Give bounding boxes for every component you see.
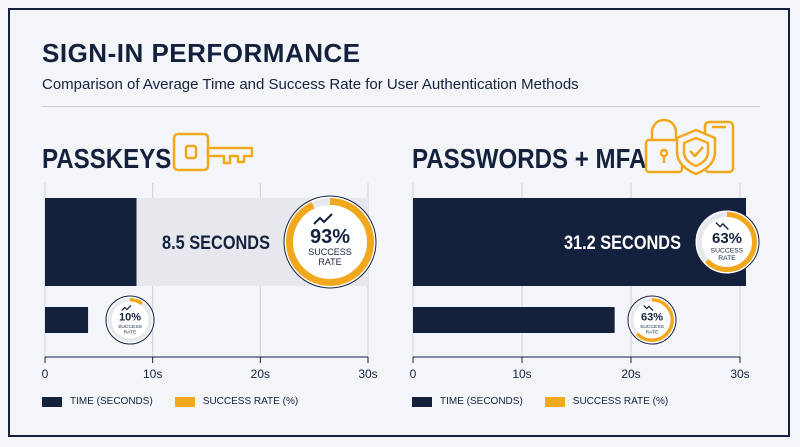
success-rate-caption: RATE	[646, 330, 660, 336]
legend-passwords-mfa: TIME (SECONDS) SUCCESS RATE (%)	[412, 396, 690, 407]
legend-label-success: SUCCESS RATE (%)	[202, 396, 299, 407]
success-rate-value: 63%	[712, 230, 742, 247]
time-bar	[45, 307, 89, 333]
x-tick-label: 10s	[143, 367, 162, 381]
legend-item-success: SUCCESS RATE (%)	[174, 396, 299, 407]
success-rate-value: 93%	[310, 226, 350, 248]
x-tick-label: 10s	[512, 367, 531, 381]
trend-down-icon	[643, 304, 654, 312]
success-badge-circle	[627, 295, 677, 345]
legend-swatch-time	[42, 396, 62, 407]
page-subtitle: Comparison of Average Time and Success R…	[42, 76, 579, 93]
success-badge-circle	[105, 295, 155, 345]
time-bar	[45, 198, 137, 286]
x-tick-label: 30s	[730, 367, 749, 381]
success-rate-caption: SUCCESS	[118, 324, 143, 330]
x-tick-label: 0	[42, 367, 49, 381]
trend-up-icon	[121, 304, 132, 312]
legend-item-time: TIME (SECONDS)	[412, 396, 523, 407]
success-ring-fill	[108, 298, 152, 342]
success-rate-value: 63%	[641, 312, 663, 324]
legend-item-success: SUCCESS RATE (%)	[544, 396, 669, 407]
page-title: SIGN-IN PERFORMANCE	[42, 38, 361, 68]
trend-up-icon	[313, 213, 333, 225]
success-ring-fill	[286, 198, 374, 286]
success-ring-fill	[630, 298, 674, 342]
panel-title-passkeys: PASSKEYS	[42, 143, 172, 174]
success-badge-circle	[283, 195, 377, 289]
success-rate-caption: RATE	[318, 257, 341, 267]
x-tick-label: 0	[410, 367, 417, 381]
legend-label-success: SUCCESS RATE (%)	[572, 396, 669, 407]
success-rate-value: 10%	[119, 312, 141, 324]
time-value-label: 8.5 SECONDS	[162, 232, 270, 253]
time-value-label: 31.2 SECONDS	[564, 232, 681, 253]
header-divider	[42, 106, 760, 107]
key-icon	[172, 132, 254, 172]
success-badge-circle	[694, 209, 760, 275]
legend-swatch-success	[544, 396, 565, 407]
x-tick-label: 20s	[251, 367, 270, 381]
legend-swatch-time	[412, 396, 432, 407]
legend-item-time: TIME (SECONDS)	[42, 396, 153, 407]
legend-label-time: TIME (SECONDS)	[440, 396, 523, 407]
success-rate-caption: SUCCESS	[711, 247, 744, 254]
x-tick-label: 20s	[621, 367, 640, 381]
time-bar	[413, 307, 615, 333]
lock-shield-phone-icon	[644, 118, 735, 176]
success-rate-caption: RATE	[124, 330, 138, 336]
success-ring-fill	[697, 212, 757, 272]
success-rate-caption: SUCCESS	[640, 324, 665, 330]
trend-down-icon	[715, 222, 729, 230]
success-rate-caption: SUCCESS	[308, 247, 352, 257]
legend-swatch-success	[174, 396, 195, 407]
x-tick-label: 30s	[358, 367, 377, 381]
legend-label-time: TIME (SECONDS)	[70, 396, 153, 407]
panel-title-passwords-mfa: PASSWORDS + MFA	[412, 143, 647, 174]
legend-passkeys: TIME (SECONDS) SUCCESS RATE (%)	[42, 396, 320, 407]
time-bar	[413, 198, 746, 286]
success-rate-caption: RATE	[718, 255, 736, 262]
